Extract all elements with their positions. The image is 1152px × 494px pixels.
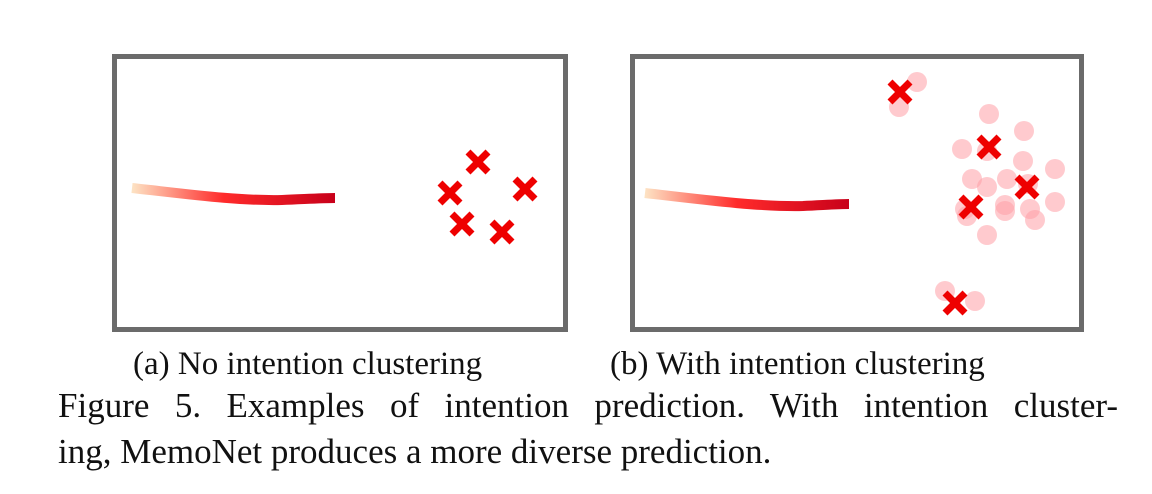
circle-icon [1045, 192, 1065, 212]
x-mark-icon [437, 180, 463, 206]
x-mark-icon [887, 79, 913, 105]
subcaption-a: (a) No intention clustering [133, 346, 483, 382]
circle-icon [1014, 121, 1034, 141]
circle-icon [907, 72, 927, 92]
x-mark-icon [449, 211, 475, 237]
x-mark-icon [512, 176, 538, 202]
prediction-markers [887, 79, 1040, 316]
x-mark-icon [465, 149, 491, 175]
circle-icon [1025, 210, 1045, 230]
circle-icon [965, 291, 985, 311]
circle-icon [952, 139, 972, 159]
panel-b-plot [644, 72, 1065, 316]
panel-a-plot [131, 149, 538, 245]
x-mark-icon [958, 194, 984, 220]
x-mark-icon [942, 290, 968, 316]
circle-icon [997, 169, 1017, 189]
circle-icon [995, 201, 1015, 221]
subcaption-b: (b) With intention clustering [610, 346, 985, 382]
past-trajectory [131, 183, 336, 206]
circle-icon [962, 169, 982, 189]
circle-icon [979, 104, 999, 124]
panel-with-clustering [630, 54, 1084, 332]
figure-caption-line-1: Figure 5. Examples of intention predicti… [58, 386, 1118, 425]
figure-caption-line-2: ing, MemoNet produces a more diverse pre… [58, 432, 772, 471]
circle-icon [977, 177, 997, 197]
x-mark-icon [489, 219, 515, 245]
x-mark-icon [1014, 174, 1040, 200]
prediction-markers [437, 149, 538, 245]
panel-no-clustering [112, 54, 568, 332]
circle-icon [1013, 151, 1033, 171]
circle-icon [1045, 159, 1065, 179]
past-trajectory [644, 188, 850, 212]
circle-icon [977, 225, 997, 245]
candidate-points [889, 72, 1065, 311]
x-mark-icon [976, 134, 1002, 160]
